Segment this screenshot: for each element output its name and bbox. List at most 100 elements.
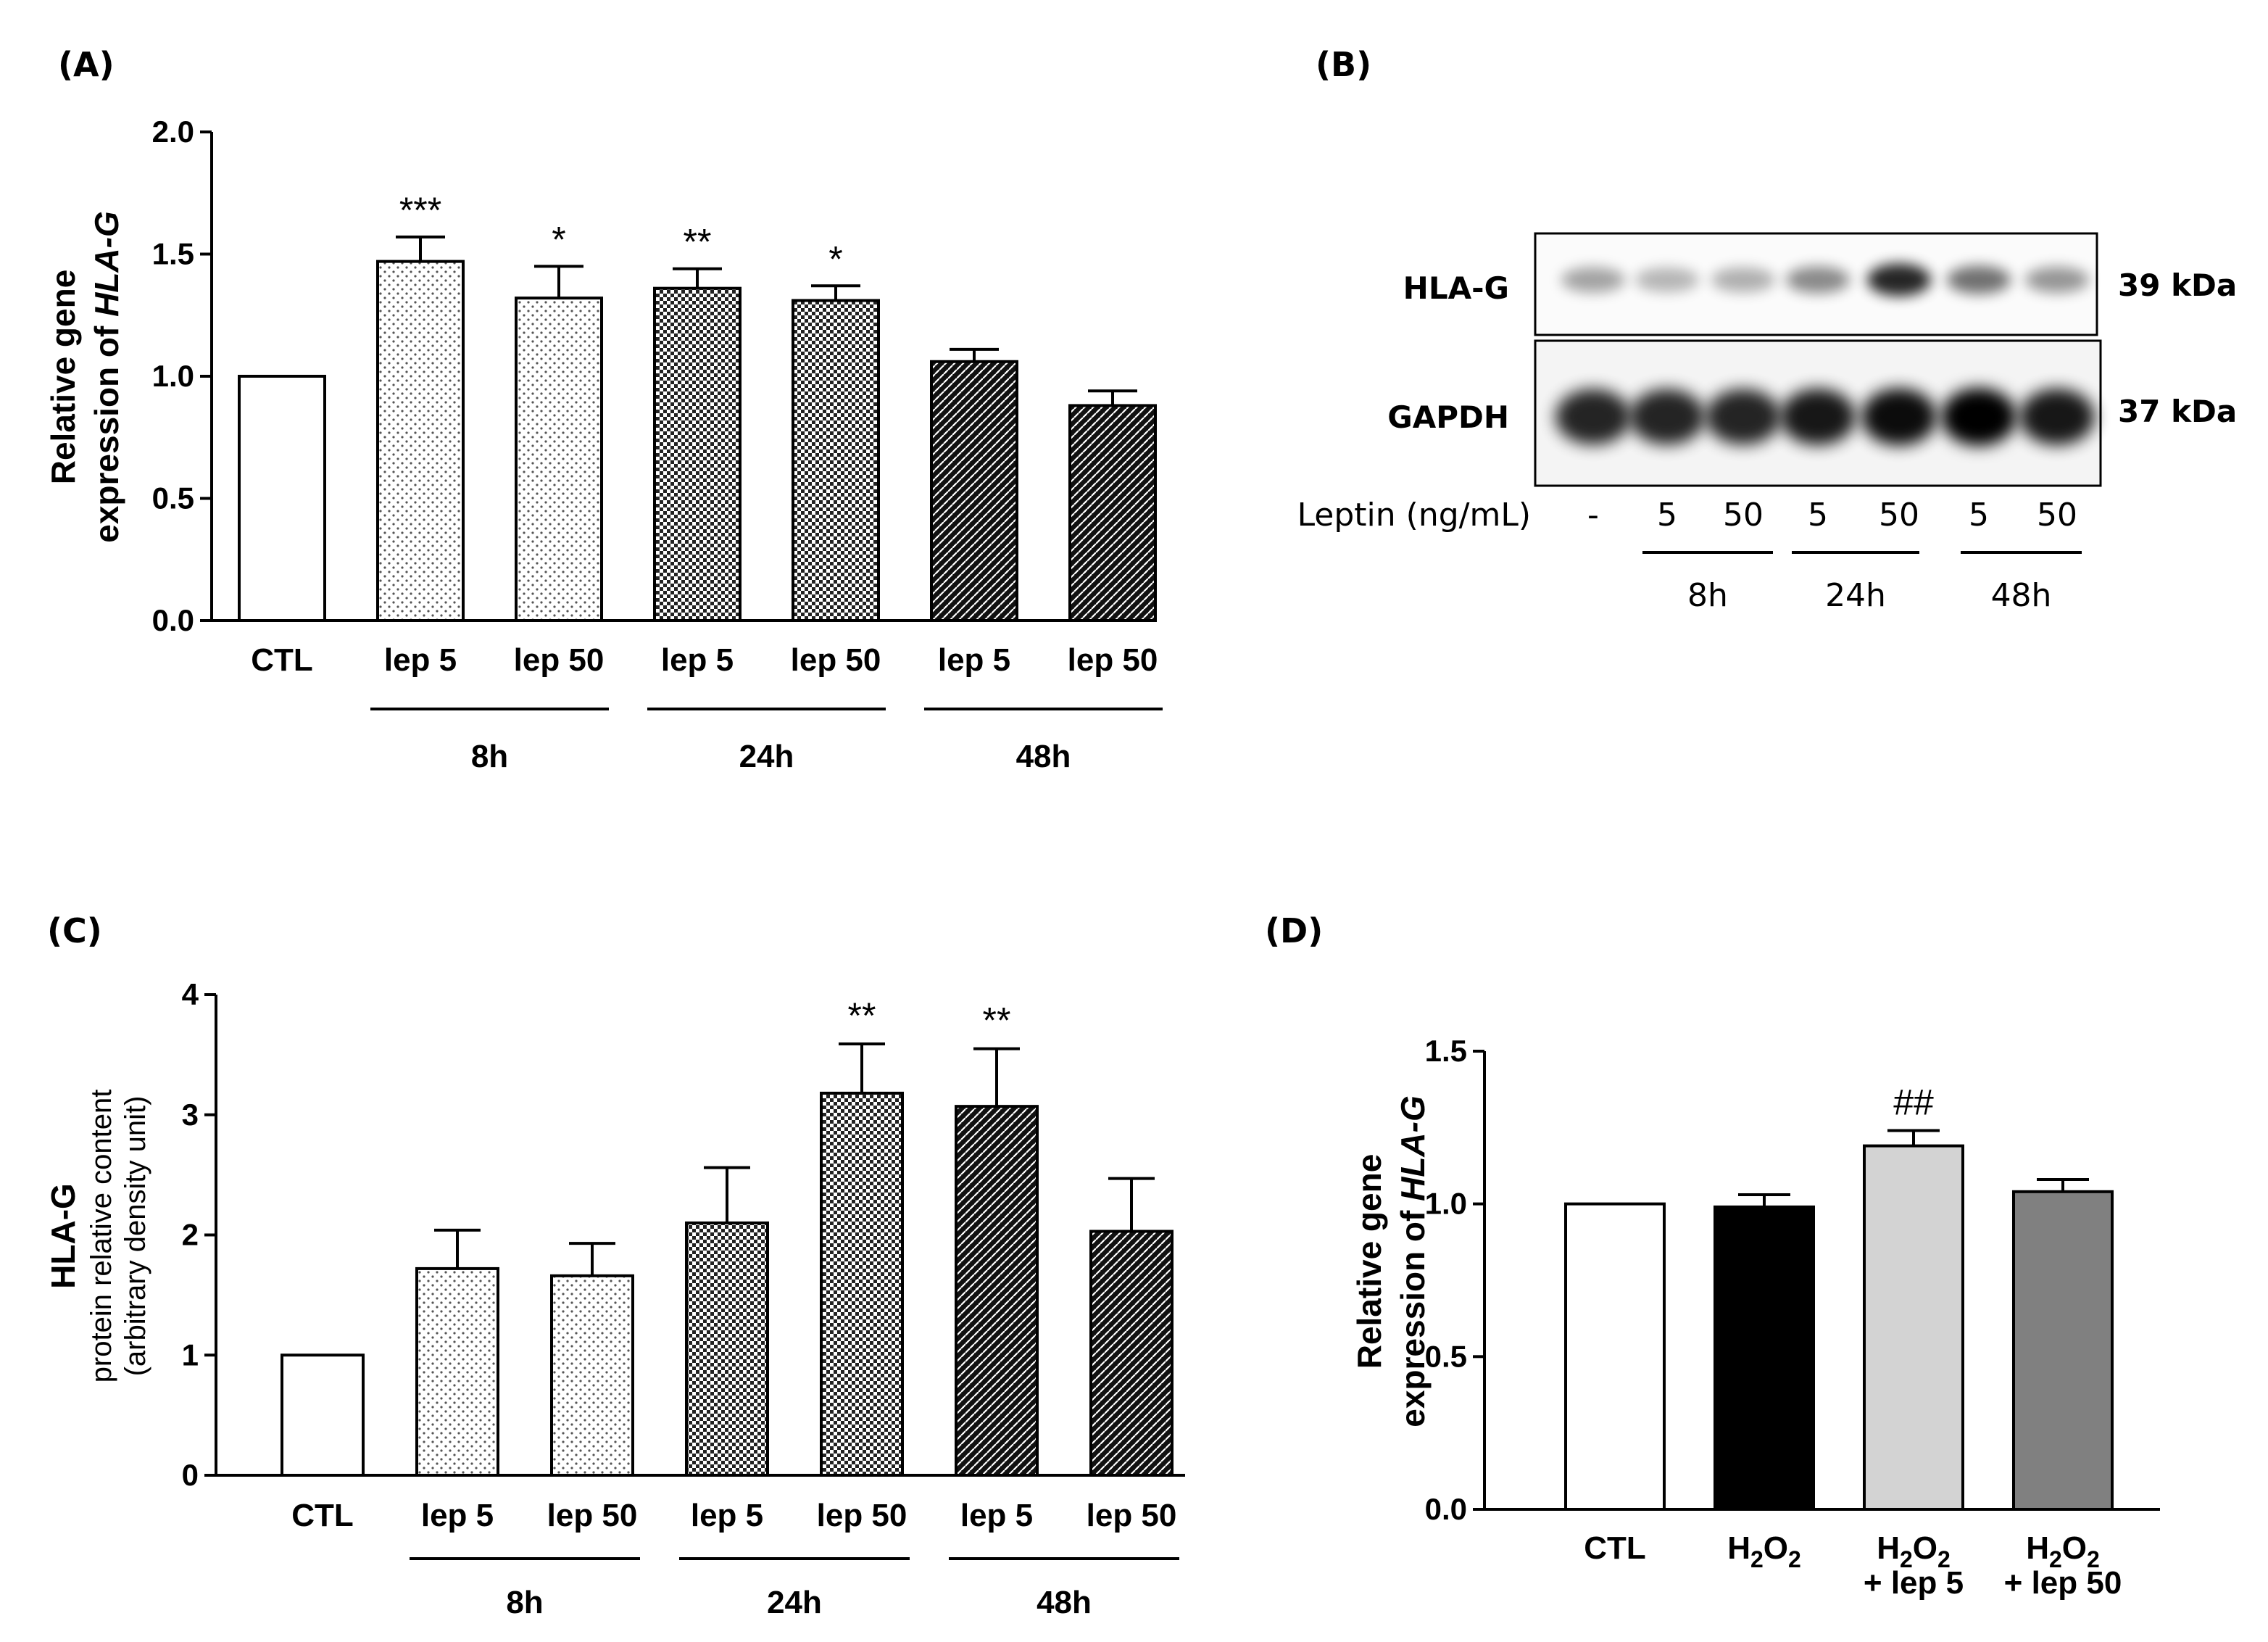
chart-c-group-label: 48h: [1037, 1585, 1092, 1620]
chart-a-significance: *: [552, 219, 565, 260]
chart-d-ylabel-prefix: expression of: [1394, 1201, 1432, 1427]
chart-d-ylabel-line1: Relative gene: [1350, 1154, 1388, 1369]
blot-time-label: 24h: [1825, 577, 1886, 614]
blot-band-gapdh: [1941, 388, 2016, 446]
chart-c-bar: [685, 1221, 769, 1477]
chart-d-ytick-label: 1.5: [1425, 1034, 1467, 1068]
panel-label-b: (B): [1316, 45, 1371, 84]
chart-c-bar: [820, 1091, 904, 1477]
chart-c-ylabel-line1: HLA-G: [44, 1183, 82, 1289]
chart-d-ytick-label: 0.0: [1425, 1492, 1467, 1526]
panel-label-d: (D): [1265, 911, 1323, 950]
chart-a-group-label: 24h: [739, 739, 794, 774]
western-blot: HLA-G GAPDH 39 kDa 37 kDa Leptin (ng/mL)…: [1297, 232, 2237, 614]
chart-a-bar: [515, 297, 603, 622]
chart-d-label-o: O: [2062, 1530, 2087, 1566]
chart-c-ytick-label: 2: [182, 1218, 199, 1252]
blot-band-gapdh: [1861, 388, 1937, 446]
blot-dose-label: 50: [2037, 497, 2077, 534]
chart-a-category-label: lep 50: [791, 642, 881, 678]
chart-c-category-label: lep 50: [817, 1498, 907, 1533]
chart-c-ytick-label: 3: [182, 1098, 199, 1132]
chart-a-significance: **: [684, 222, 712, 262]
chart-a-bars: CTL *** lep 5 * lep 50 ** lep 5 * lep 50 lep 5 lep…: [238, 190, 1158, 678]
blot-doses: - 5 50 5 50 5 50: [1587, 497, 2077, 534]
chart-c-significance: **: [848, 995, 876, 1036]
chart-c-bar: [415, 1266, 499, 1477]
chart-d-bar: [1714, 1205, 1815, 1511]
chart-d-category-label-line2: + lep 5: [1864, 1565, 1964, 1601]
chart-d-label-h: H: [1727, 1530, 1750, 1566]
chart-d-ylabel-gene: HLA-G: [1394, 1095, 1432, 1201]
chart-d-ytick-label: 0.5: [1425, 1339, 1467, 1373]
chart-a-ylabel-line1: Relative gene: [44, 270, 82, 485]
chart-c-category-label: CTL: [291, 1498, 354, 1533]
blot-band-hla-g: [1635, 268, 1699, 292]
blot-band-gapdh: [1629, 389, 1705, 445]
chart-a-ytick-label: 1.0: [152, 359, 194, 393]
blot-dose-label: 5: [1969, 497, 1989, 534]
chart-a-category-label: CTL: [251, 642, 313, 678]
blot-band-gapdh: [1555, 389, 1631, 445]
chart-d-category-label: H2O2: [2026, 1530, 2100, 1572]
chart-a-bar: [792, 299, 880, 622]
chart-a-category-label: lep 5: [384, 642, 457, 678]
chart-d-label-sub: 2: [2087, 1546, 2100, 1572]
blot-band-hla-g: [2025, 267, 2089, 293]
chart-c-group-label: 24h: [767, 1585, 822, 1620]
chart-a-ylabel-line2: expression of HLA-G: [88, 211, 125, 543]
chart-a-bar: [930, 360, 1018, 622]
blot-label-hla-g: HLA-G: [1403, 270, 1509, 306]
chart-d-bar: [1863, 1144, 1964, 1511]
blot-bands-hla-g: [1561, 263, 2089, 297]
chart-a-ytick-label: 2.0: [152, 115, 194, 149]
chart-a-bar: [376, 260, 465, 622]
blot-band-hla-g: [1786, 266, 1850, 294]
blot-dose-label: 5: [1808, 497, 1828, 534]
chart-c-ylabel-line2: protein relative content: [86, 1090, 117, 1383]
chart-d-category-label: H2O2: [1877, 1530, 1951, 1572]
chart-c-ytick-label: 0: [182, 1458, 199, 1492]
chart-d-category-label: H2O2: [1727, 1530, 1801, 1572]
blot-band-gapdh: [2019, 389, 2095, 445]
blot-band-hla-g: [1711, 268, 1775, 292]
blot-times: 8h 24h 48h: [1642, 551, 2082, 614]
chart-c-significance: **: [983, 1000, 1011, 1041]
chart-d-bar: [2012, 1190, 2114, 1512]
chart-c-category-label: lep 50: [1087, 1498, 1177, 1533]
chart-d-label-h: H: [2026, 1530, 2049, 1566]
chart-d-label-sub: 2: [1788, 1546, 1801, 1572]
chart-a-bar: [653, 286, 742, 622]
chart-c-category-label: lep 5: [421, 1498, 494, 1533]
blot-dose-label: -: [1587, 497, 1599, 534]
chart-c-ylabel-line3: (arbitrary density unit): [120, 1096, 151, 1377]
chart-c-bar: [281, 1353, 365, 1477]
blot-dose-label: 50: [1723, 497, 1764, 534]
chart-d-ylabel-line2: expression of HLA-G: [1394, 1095, 1432, 1427]
chart-a-ylabel-gene: HLA-G: [88, 211, 125, 317]
chart-d-label-sub: 2: [2049, 1546, 2062, 1572]
blot-dose-label: 50: [1879, 497, 1919, 534]
chart-c-bar: [1089, 1230, 1174, 1477]
chart-a-category-label: lep 5: [661, 642, 734, 678]
chart-d-bar: [1564, 1202, 1666, 1511]
chart-a-ytick-label: 1.5: [152, 237, 194, 271]
chart-a-significance: ***: [399, 190, 441, 231]
chart-c-bars: CTL lep 5 lep 50 lep 5 ** lep 50 ** lep 5 lep 50: [281, 995, 1177, 1533]
blot-size-hla-g: 39 kDa: [2118, 268, 2237, 303]
blot-time-label: 8h: [1687, 577, 1728, 614]
chart-d-label-sub: 2: [1900, 1546, 1913, 1572]
chart-a-category-label: lep 50: [514, 642, 605, 678]
chart-d-significance: ##: [1893, 1082, 1934, 1123]
blot-band-gapdh: [1706, 389, 1781, 445]
chart-a-ytick-label: 0.0: [152, 603, 194, 637]
chart-c-bar: [550, 1274, 634, 1477]
chart-a-axes: 0.0 0.5 1.0 1.5 2.0 8h 24h 48h: [152, 115, 1163, 774]
chart-c-category-label: lep 50: [547, 1498, 638, 1533]
chart-d-label-o: O: [1913, 1530, 1937, 1566]
chart-c-ytick-label: 1: [182, 1338, 199, 1372]
chart-a: Relative gene expression of HLA-G 0.0 0.5…: [44, 115, 1163, 774]
chart-c-bar: [955, 1105, 1039, 1477]
